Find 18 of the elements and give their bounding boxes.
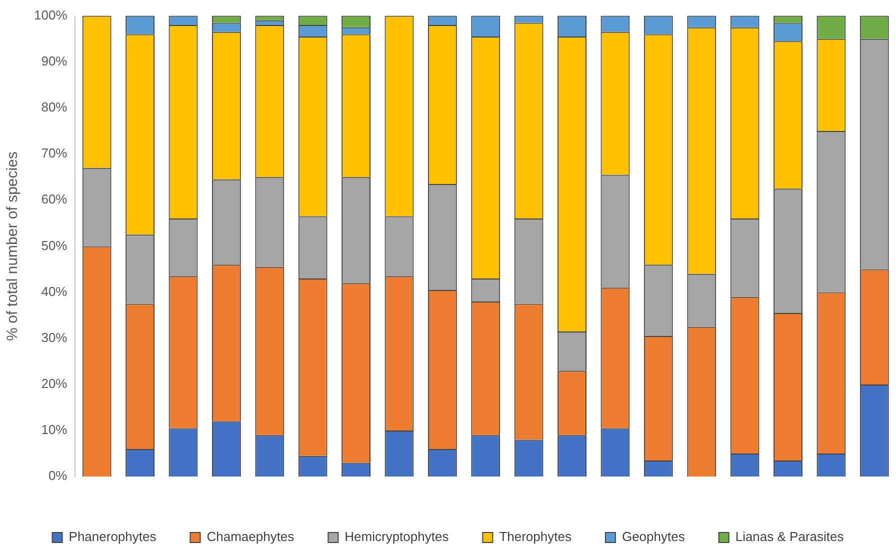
y-tick-label: 90% <box>41 53 68 68</box>
y-axis-title: % of total number of species <box>4 152 22 341</box>
legend-label: Therophytes <box>499 529 572 544</box>
y-tick-label: 80% <box>41 100 68 115</box>
y-tick-label: 100% <box>34 7 68 22</box>
legend-label: Geophytes <box>622 529 686 544</box>
y-tick-label: 50% <box>41 238 68 253</box>
legend-label: Phanerophytes <box>68 529 157 544</box>
y-tick-label: 40% <box>41 284 68 299</box>
y-tick-label: 60% <box>41 192 68 207</box>
y-tick-label: 0% <box>48 468 68 484</box>
legend-label: Lianas & Parasites <box>735 529 844 544</box>
y-tick-label: 20% <box>41 376 68 392</box>
y-tick-label: 30% <box>41 330 68 345</box>
y-tick-label: 10% <box>41 422 68 438</box>
legend-label: Chamaephytes <box>206 529 295 544</box>
legend-label: Hemicryptophytes <box>344 529 450 544</box>
y-tick-label: 70% <box>41 146 68 161</box>
